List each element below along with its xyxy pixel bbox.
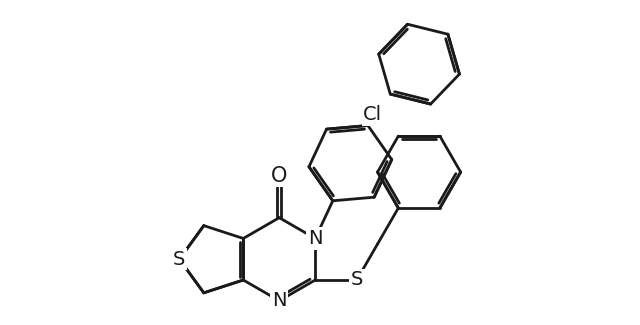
- Text: S: S: [351, 270, 363, 290]
- Text: O: O: [271, 166, 287, 186]
- Text: N: N: [272, 291, 287, 310]
- Text: Cl: Cl: [364, 106, 382, 124]
- Text: N: N: [308, 229, 323, 248]
- Text: S: S: [173, 250, 186, 269]
